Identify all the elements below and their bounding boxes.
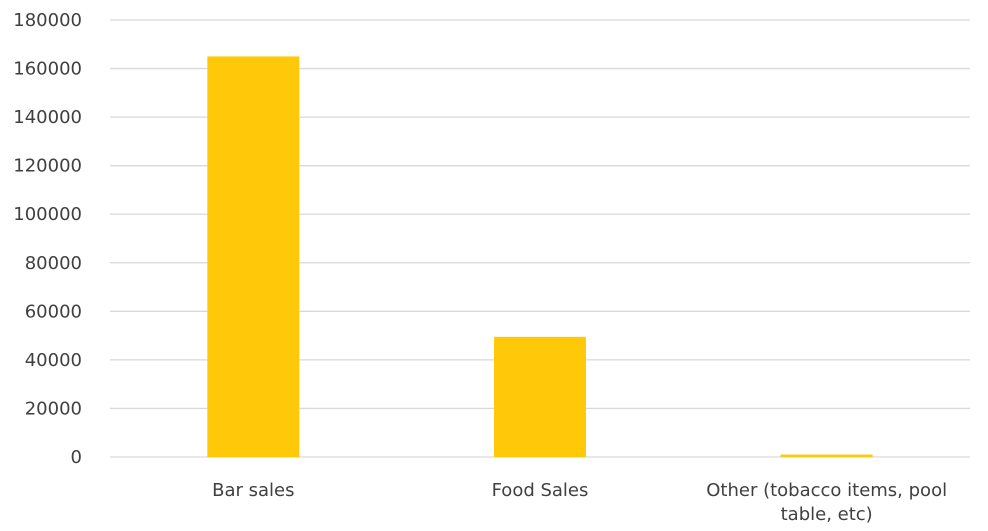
x-category-label: Food Sales <box>492 480 589 501</box>
bar <box>207 56 300 458</box>
y-tick-label: 100000 <box>13 204 82 225</box>
y-axis-tick-labels: 0 20000 40000 60000 80000 100000 120000 140000 1… <box>13 10 82 468</box>
y-tick-label: 80000 <box>25 253 82 274</box>
y-tick-label: 20000 <box>25 398 82 419</box>
bar <box>494 336 586 457</box>
x-category-label-line: Other (tobacco items, pool <box>706 480 947 501</box>
y-tick-label: 160000 <box>13 59 82 80</box>
y-tick-label: 140000 <box>13 107 82 128</box>
x-category-label-line: Food Sales <box>492 480 589 501</box>
y-tick-label: 120000 <box>13 156 82 177</box>
y-tick-label: 60000 <box>25 301 82 322</box>
y-tick-label: 40000 <box>25 350 82 371</box>
x-category-label: Bar sales <box>212 480 294 501</box>
y-tick-label: 180000 <box>13 10 82 31</box>
bars <box>207 56 873 458</box>
x-category-label-line: Bar sales <box>212 480 294 501</box>
y-tick-label: 0 <box>71 447 82 468</box>
bar <box>780 454 873 457</box>
x-axis-category-labels: Bar sales Food Sales Other (tobacco items,… <box>212 480 947 525</box>
x-category-label: Other (tobacco items, pool table, etc) <box>706 480 947 525</box>
x-category-label-line: table, etc) <box>781 504 873 525</box>
